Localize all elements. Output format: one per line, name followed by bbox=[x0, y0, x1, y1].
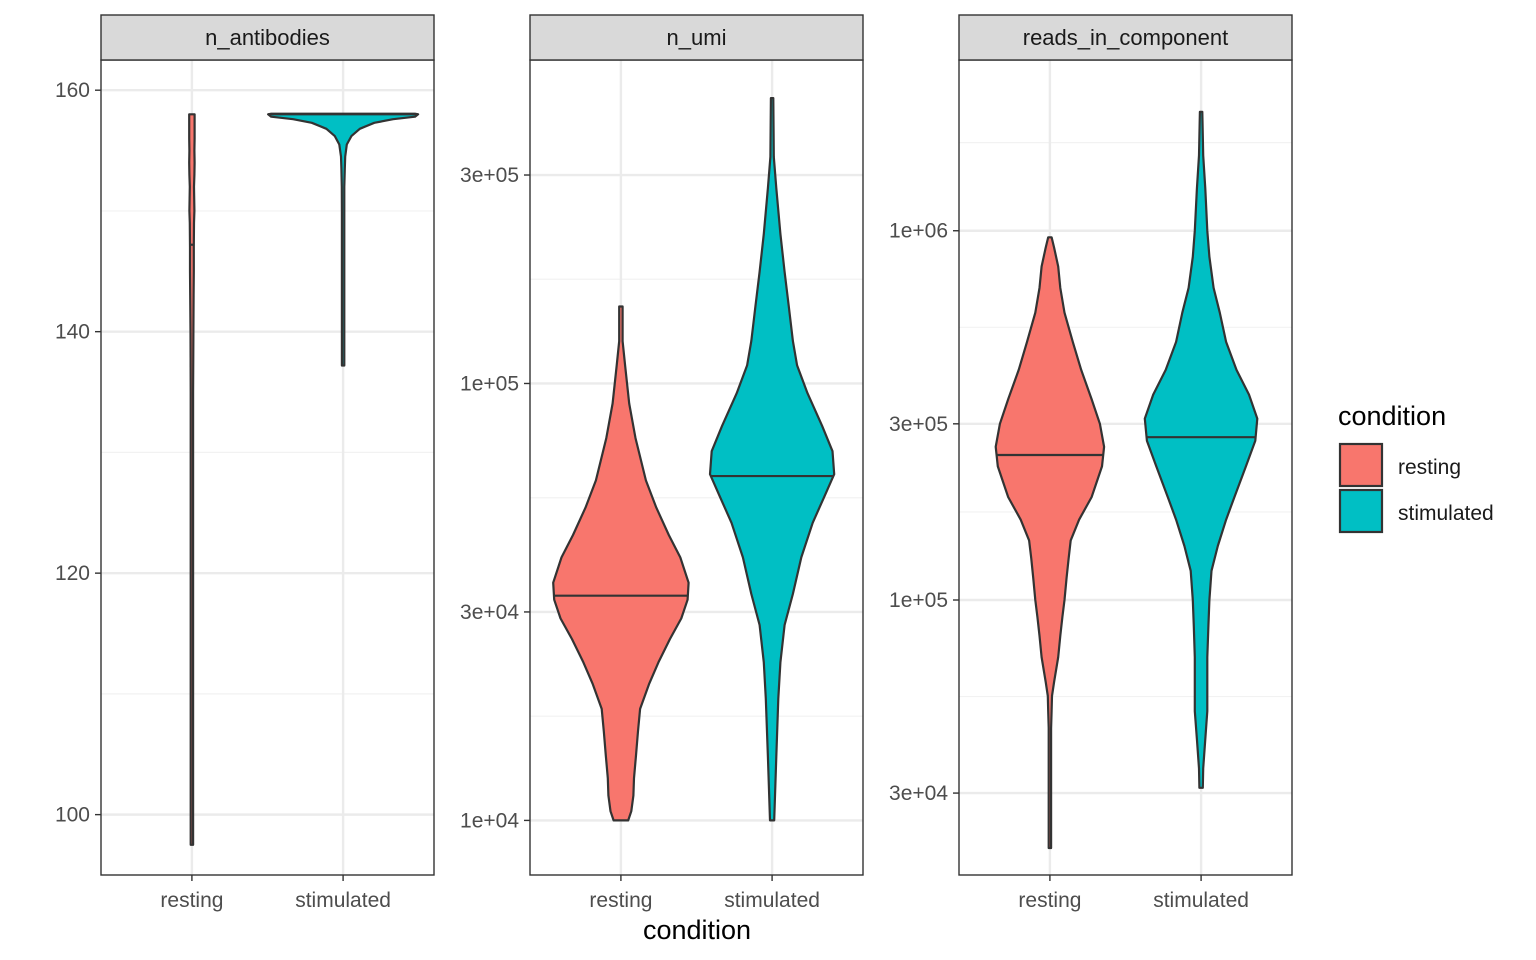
violin-resting bbox=[552, 305, 690, 822]
panel-n_umi: n_umi 1e+04 3e+04 1e+05 3e+05 resting stimulat… bbox=[460, 14, 864, 912]
y-tick-label: 1e+05 bbox=[460, 372, 519, 395]
violin-resting bbox=[188, 113, 196, 846]
legend-label-stimulated: stimulated bbox=[1398, 502, 1494, 525]
legend-label-resting: resting bbox=[1398, 456, 1461, 479]
x-tick-label: resting bbox=[1018, 889, 1081, 912]
x-axis-title: condition bbox=[643, 915, 751, 945]
legend-title: condition bbox=[1338, 401, 1446, 431]
y-tick-label: 100 bbox=[55, 804, 90, 827]
panel-reads_in_component: reads_in_component 3e+04 1e+05 3e+05 1e+06 re… bbox=[889, 14, 1293, 912]
panel-background bbox=[101, 60, 434, 875]
legend-keys: resting stimulated bbox=[1338, 442, 1494, 534]
strip-title: n_umi bbox=[667, 25, 727, 50]
x-tick-label: stimulated bbox=[724, 889, 820, 912]
legend-key-stimulated bbox=[1338, 488, 1384, 534]
violin-stimulated bbox=[1143, 110, 1259, 789]
x-tick-label: stimulated bbox=[295, 889, 391, 912]
y-tick-label: 3e+04 bbox=[460, 601, 519, 624]
y-tick-label: 3e+04 bbox=[889, 782, 948, 805]
violin-stimulated bbox=[708, 97, 836, 822]
y-tick-label: 1e+06 bbox=[889, 220, 948, 243]
y-tick-label: 3e+05 bbox=[460, 164, 519, 187]
x-tick-label: stimulated bbox=[1153, 889, 1249, 912]
y-tick-label: 1e+04 bbox=[460, 809, 519, 832]
y-tick-label: 3e+05 bbox=[889, 413, 948, 436]
x-tick-label: resting bbox=[160, 889, 223, 912]
y-tick-label: 120 bbox=[55, 562, 90, 585]
strip-background bbox=[958, 14, 1293, 61]
y-tick-label: 1e+05 bbox=[889, 589, 948, 612]
strip-background bbox=[529, 14, 864, 61]
y-tick-label: 160 bbox=[55, 79, 90, 102]
x-tick-label: resting bbox=[589, 889, 652, 912]
violin-resting bbox=[994, 236, 1106, 850]
strip-background bbox=[100, 14, 435, 61]
strip-title: n_antibodies bbox=[205, 25, 330, 50]
legend: condition resting stimulated bbox=[1338, 401, 1494, 534]
y-tick-label: 140 bbox=[55, 321, 90, 344]
strip-title: reads_in_component bbox=[1023, 25, 1228, 50]
legend-key-resting bbox=[1338, 442, 1384, 488]
chart-panels: n_antibodies 100 120 140 160 resting stimulate… bbox=[55, 14, 1293, 912]
panel-n_antibodies: n_antibodies 100 120 140 160 resting stimulate… bbox=[55, 14, 435, 912]
